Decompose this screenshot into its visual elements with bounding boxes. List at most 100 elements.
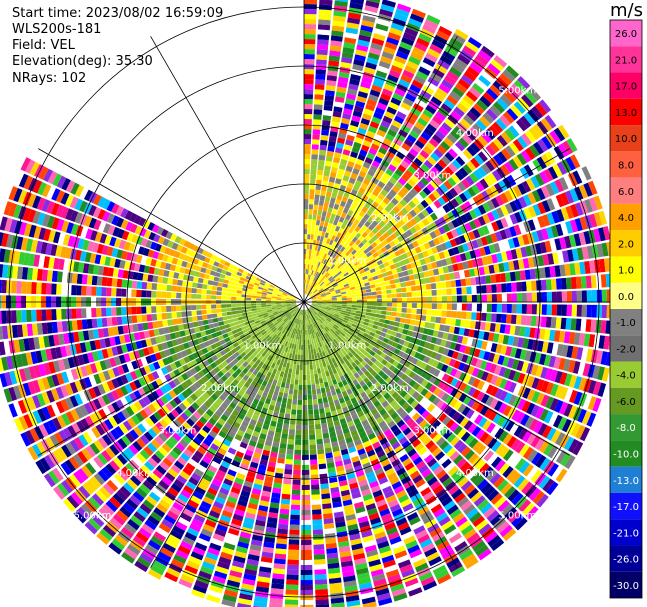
velocity-gate (334, 147, 343, 154)
velocity-gate (554, 265, 561, 277)
velocity-gate (359, 586, 374, 595)
velocity-gate (337, 319, 343, 324)
velocity-gate (381, 290, 387, 295)
velocity-gate (304, 79, 314, 85)
velocity-gate (457, 262, 464, 271)
velocity-gate (441, 458, 452, 469)
velocity-gate (352, 434, 361, 442)
velocity-gate (134, 401, 143, 411)
velocity-gate (367, 323, 374, 328)
velocity-gate (294, 449, 302, 455)
velocity-gate (223, 505, 235, 514)
velocity-gate (295, 307, 299, 313)
velocity-gate (255, 473, 265, 481)
velocity-gate (307, 290, 311, 295)
velocity-gate (310, 293, 315, 298)
velocity-gate (217, 561, 230, 570)
velocity-gate (473, 475, 485, 487)
velocity-gate (341, 153, 349, 161)
velocity-gate (300, 319, 302, 325)
velocity-gate (522, 234, 530, 246)
velocity-gate (297, 404, 302, 410)
velocity-gate (136, 507, 149, 519)
velocity-gate (367, 344, 374, 350)
velocity-gate (210, 537, 224, 547)
velocity-gate (565, 156, 576, 171)
velocity-gate (323, 201, 330, 207)
velocity-gate (324, 312, 329, 316)
velocity-gate (354, 365, 361, 373)
velocity-gate (393, 115, 405, 125)
velocity-gate (374, 428, 383, 437)
velocity-gate (321, 351, 326, 357)
velocity-gate (414, 351, 421, 359)
velocity-gate (366, 209, 373, 217)
velocity-gate (218, 519, 230, 528)
velocity-gate (374, 359, 381, 367)
velocity-gate (217, 378, 225, 386)
velocity-gate (396, 449, 407, 459)
velocity-gate (333, 10, 347, 18)
velocity-gate (299, 324, 302, 330)
velocity-gate (130, 475, 142, 487)
velocity-gate (221, 482, 232, 491)
velocity-gate (372, 252, 379, 259)
velocity-gate (122, 502, 135, 514)
velocity-gate (273, 482, 282, 489)
velocity-gate (328, 275, 333, 281)
velocity-gate (316, 306, 322, 309)
velocity-gate (392, 326, 399, 332)
velocity-gate (347, 278, 353, 284)
velocity-gate (310, 459, 318, 465)
velocity-gate (531, 452, 543, 466)
velocity-gate (419, 244, 427, 252)
velocity-gate (421, 250, 429, 258)
velocity-gate (256, 581, 270, 588)
velocity-gate (562, 140, 574, 155)
velocity-gate (443, 180, 453, 190)
velocity-gate (293, 469, 301, 475)
velocity-gate (300, 599, 314, 605)
velocity-gate (495, 344, 503, 354)
velocity-gate (451, 334, 459, 343)
velocity-gate (202, 438, 212, 447)
velocity-gate (454, 492, 466, 504)
velocity-gate (371, 291, 377, 296)
velocity-gate (364, 363, 371, 370)
velocity-gate (224, 398, 232, 406)
velocity-gate (586, 304, 592, 318)
velocity-gate (350, 0, 365, 5)
velocity-gate (310, 280, 313, 286)
velocity-gate (86, 429, 97, 442)
velocity-gate (325, 542, 337, 550)
velocity-gate (197, 378, 205, 387)
velocity-gate (328, 269, 334, 275)
velocity-gate (272, 368, 278, 375)
velocity-gate (438, 226, 446, 235)
velocity-gate (145, 417, 155, 428)
velocity-gate (432, 360, 440, 368)
velocity-gate (480, 482, 492, 494)
velocity-gate (272, 573, 285, 580)
velocity-gate (396, 288, 402, 293)
velocity-gate (183, 408, 193, 418)
velocity-gate (309, 189, 315, 195)
velocity-gate (531, 292, 537, 303)
velocity-gate (132, 491, 145, 503)
velocity-gate (138, 398, 147, 409)
velocity-gate (397, 521, 410, 531)
velocity-gate (328, 202, 335, 209)
velocity-gate (378, 396, 386, 404)
velocity-gate (364, 66, 376, 75)
velocity-gate (399, 526, 412, 536)
velocity-gate (504, 145, 516, 158)
velocity-gate (287, 398, 293, 405)
velocity-gate (423, 159, 434, 170)
velocity-gate (447, 211, 456, 221)
velocity-gate (324, 311, 330, 315)
velocity-gate (527, 449, 538, 463)
velocity-gate (538, 475, 551, 490)
velocity-gate (475, 459, 487, 471)
velocity-gate (207, 547, 220, 556)
velocity-gate (370, 143, 380, 151)
